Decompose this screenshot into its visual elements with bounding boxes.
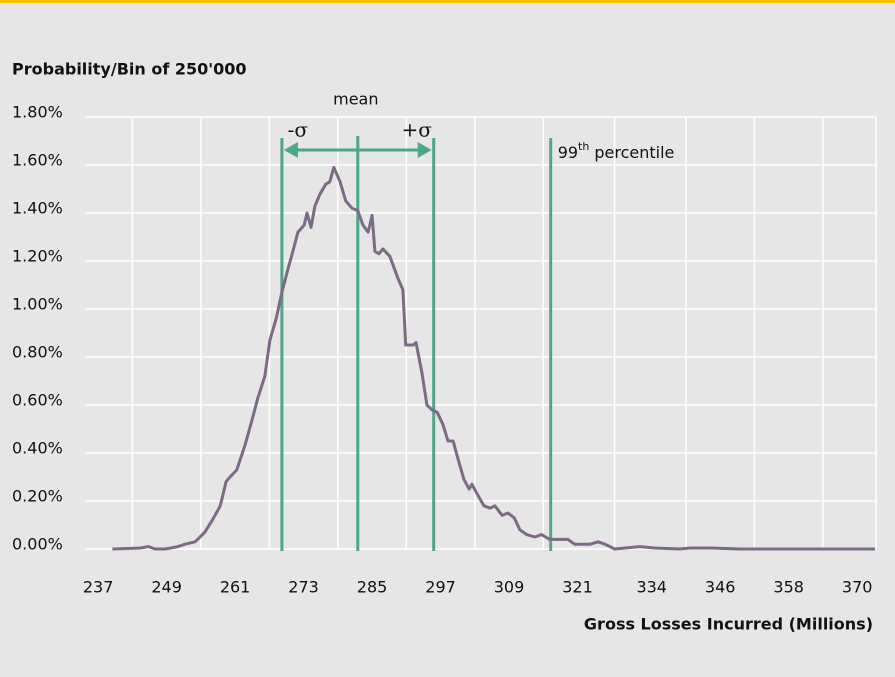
data-line: [112, 165, 875, 551]
x-tick-label: 297: [425, 578, 456, 597]
y-tick-label: 0.20%: [12, 487, 63, 506]
x-tick-label: 285: [357, 578, 388, 597]
y-tick-label: 1.60%: [12, 151, 63, 170]
arrow-head: [417, 142, 432, 158]
marker-label: -σ: [288, 118, 309, 142]
y-tick-label: 1.80%: [12, 103, 63, 122]
chart-title: Probability/Bin of 250'000: [12, 60, 247, 79]
x-tick-label: 334: [636, 578, 667, 597]
top-rule: [0, 0, 895, 3]
x-tick-label: 261: [220, 578, 251, 597]
label-rest: percentile: [594, 143, 674, 162]
arrow-head: [283, 142, 298, 158]
x-tick-label: 370: [842, 578, 873, 597]
marker-label: 99th percentile: [558, 140, 675, 162]
x-tick-label: 346: [705, 578, 736, 597]
x-axis-title: Gross Losses Incurred (Millions): [584, 615, 873, 634]
y-tick-label: 1.00%: [12, 295, 63, 314]
y-tick-label: 0.00%: [12, 535, 63, 554]
label-number: 99: [558, 143, 578, 162]
marker-label: +σ: [401, 118, 432, 142]
y-tick-label: 0.40%: [12, 439, 63, 458]
label-sup: th: [578, 140, 589, 153]
marker-label: mean: [333, 90, 378, 109]
x-tick-label: 309: [494, 578, 525, 597]
x-tick-label: 321: [562, 578, 593, 597]
y-tick-label: 1.40%: [12, 199, 63, 218]
x-tick-label: 358: [773, 578, 804, 597]
x-tick-label: 273: [288, 578, 319, 597]
y-tick-label: 0.60%: [12, 391, 63, 410]
y-tick-label: 1.20%: [12, 247, 63, 266]
x-tick-label: 249: [151, 578, 182, 597]
y-tick-label: 0.80%: [12, 343, 63, 362]
x-tick-label: 237: [83, 578, 114, 597]
